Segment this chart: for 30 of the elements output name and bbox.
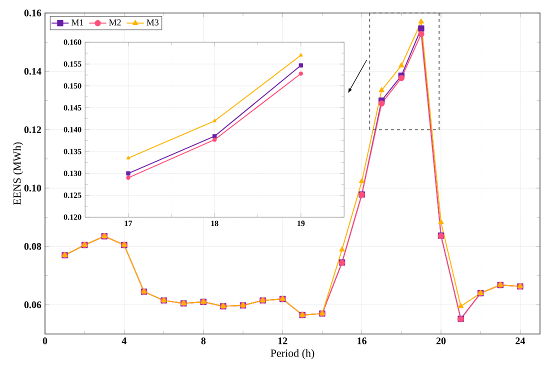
y-tick-label: 0.140 [64,126,82,132]
x-tick-label: 24 [516,338,526,344]
x-tick-label: 12 [278,338,288,344]
y-tick-label: 0.125 [64,192,82,198]
x-tick-label: 0 [42,338,48,344]
legend-label: M3 [146,19,159,26]
y-tick-label: 0.16 [24,10,42,16]
x-tick-label: 16 [358,338,367,344]
y-tick-label: 0.145 [64,105,82,110]
x-tick-label: 18 [211,220,218,226]
x-tick-label: 17 [124,220,132,226]
y-tick-label: 0.155 [64,61,82,67]
y-tick-label: 0.14 [24,68,42,75]
y-tick-label: 0.08 [24,243,42,250]
y-tick-label: 0.06 [24,301,42,308]
x-tick-label: 4 [122,338,127,344]
x-tick-label: 8 [201,338,206,344]
y-tick-label: 0.150 [64,83,82,89]
y-tick-label: 0.10 [24,184,42,192]
y-axis-title: EENS (MWh) [13,142,24,205]
x-tick-label: 20 [436,338,446,344]
y-tick-label: 0.130 [64,170,82,176]
x-axis-title: Period (h) [270,349,314,360]
y-tick-label: 0.160 [64,39,82,45]
y-tick-label: 0.120 [64,214,82,220]
legend-label: M2 [109,19,121,26]
y-tick-label: 0.135 [64,148,82,154]
y-tick-label: 0.12 [24,126,42,134]
legend-label: M1 [71,19,84,26]
x-tick-label: 19 [298,220,305,226]
